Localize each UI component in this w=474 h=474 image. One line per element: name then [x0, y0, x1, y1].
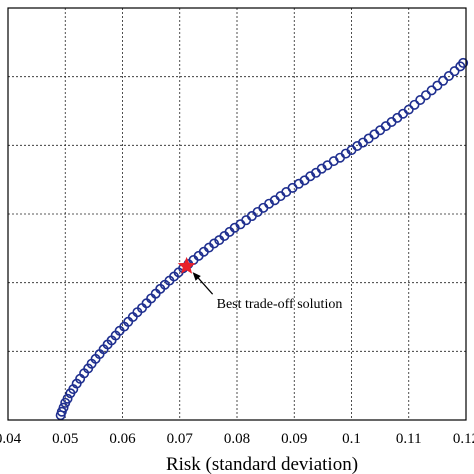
annotation-label: Best trade-off solution [217, 297, 343, 312]
annotation-arrowhead [192, 272, 201, 281]
plot-frame [7, 7, 467, 421]
x-tick-label-7: 0.11 [396, 431, 422, 447]
x-tick-label-2: 0.06 [109, 431, 136, 447]
x-tick-label-5: 0.09 [281, 431, 307, 447]
data-point-0-78 [438, 75, 449, 86]
best-solution-star [177, 256, 196, 274]
x-tick-label-0: 0.04 [0, 431, 22, 447]
x-tick-label-4: 0.08 [224, 431, 250, 447]
data-point-0-80 [449, 66, 460, 77]
data-point-0-72 [403, 104, 414, 115]
data-point-0-82 [458, 57, 469, 68]
data-point-0-79 [443, 70, 454, 81]
x-tick-label-3: 0.07 [167, 431, 194, 447]
data-point-0-2 [58, 402, 69, 413]
x-axis-title: Risk (standard deviation) [166, 454, 358, 474]
data-point-0-73 [409, 99, 420, 110]
data-point-0-77 [432, 80, 443, 91]
data-point-0-75 [420, 90, 431, 101]
x-tick-labels: 0.04 0.05 0.06 0.07 0.08 0.09 0.1 0.11 0.12 [0, 431, 474, 447]
annotation-group: Best trade-off solution [192, 272, 343, 312]
annotation-arrow [196, 275, 214, 295]
x-tick-label-8: 0.12 [453, 431, 474, 447]
grid-lines [7, 7, 467, 421]
data-point-0-74 [415, 95, 426, 106]
best-solution-group [177, 256, 196, 274]
data-point-0-76 [426, 85, 437, 96]
x-tick-label-6: 0.1 [342, 431, 361, 447]
x-tick-label-1: 0.05 [52, 431, 78, 447]
data-point-0-4 [62, 393, 73, 404]
